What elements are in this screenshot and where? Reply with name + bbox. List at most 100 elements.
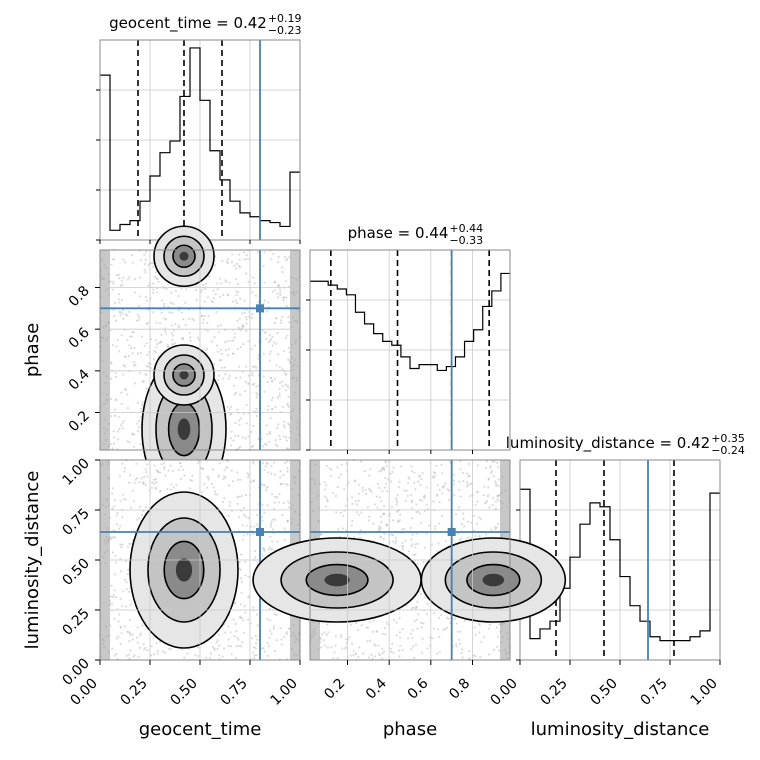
- sample-point: [284, 337, 287, 340]
- sample-point: [218, 277, 221, 280]
- sample-point: [203, 300, 206, 303]
- sample-point: [255, 407, 258, 410]
- sample-point: [351, 519, 354, 523]
- sample-point: [254, 294, 257, 297]
- sample-point: [122, 498, 125, 501]
- sample-point: [391, 642, 394, 645]
- sample-point: [324, 488, 327, 491]
- sample-point: [245, 272, 248, 275]
- sample-point: [286, 334, 289, 337]
- sample-point: [267, 471, 270, 474]
- sample-point: [214, 293, 217, 296]
- sample-point: [270, 399, 273, 402]
- sample-point: [123, 625, 126, 628]
- sample-point: [277, 396, 280, 399]
- sample-point: [444, 540, 447, 543]
- sample-point: [401, 528, 404, 531]
- sample-point: [492, 475, 495, 478]
- sample-point: [245, 322, 248, 325]
- sample-point: [320, 646, 323, 649]
- sample-point: [112, 596, 115, 599]
- sample-point: [273, 473, 276, 476]
- sample-point: [120, 402, 123, 406]
- sample-point: [126, 630, 129, 633]
- sample-point: [213, 336, 216, 339]
- sample-point: [475, 522, 478, 525]
- sample-point: [414, 488, 417, 491]
- sample-point: [164, 474, 167, 477]
- sample-point: [285, 436, 288, 439]
- sample-point: [150, 645, 153, 648]
- sample-point: [235, 278, 238, 281]
- sample-point: [351, 496, 354, 499]
- sample-point: [170, 332, 173, 335]
- sample-point: [357, 492, 360, 495]
- sample-point: [420, 621, 423, 625]
- sample-point: [351, 642, 354, 646]
- sample-point: [202, 283, 205, 286]
- sample-point: [236, 636, 239, 640]
- sample-point: [202, 318, 205, 321]
- sample-point: [126, 440, 129, 443]
- sample-point: [438, 635, 441, 639]
- sample-point: [139, 632, 142, 635]
- sample-point: [212, 289, 215, 292]
- sample-point: [269, 338, 273, 341]
- sample-point: [417, 613, 420, 616]
- sample-point: [138, 646, 142, 649]
- sample-point: [131, 432, 134, 435]
- sample-point: [278, 387, 281, 390]
- sample-point: [237, 434, 240, 438]
- sample-point: [372, 522, 375, 525]
- x-tick-label: 0.50: [167, 676, 200, 709]
- sample-point: [436, 494, 439, 497]
- sample-point: [411, 533, 414, 536]
- sample-point: [177, 309, 180, 312]
- sample-point: [440, 492, 444, 495]
- sample-point: [160, 311, 163, 314]
- sample-point: [287, 346, 290, 349]
- sample-point: [488, 506, 491, 509]
- sample-point: [169, 301, 172, 304]
- sample-point: [494, 528, 497, 531]
- sample-point: [412, 645, 415, 648]
- sample-point: [398, 480, 401, 483]
- sample-point: [124, 388, 127, 391]
- sample-point: [245, 422, 248, 425]
- sample-point: [366, 640, 369, 643]
- sample-point: [345, 462, 348, 465]
- sample-point: [410, 493, 413, 496]
- sample-point: [242, 325, 245, 328]
- sample-point: [410, 538, 413, 541]
- sample-point: [269, 535, 272, 538]
- sample-point: [383, 504, 386, 508]
- sample-point: [369, 468, 372, 471]
- sample-point: [454, 617, 457, 620]
- sample-point: [384, 486, 387, 489]
- diag-title-geocent_time: geocent_time = 0.42: [109, 14, 267, 33]
- sample-point: [114, 319, 117, 323]
- sample-point: [238, 258, 241, 261]
- sample-point: [117, 298, 121, 301]
- sample-point: [111, 487, 114, 490]
- sample-point: [167, 345, 170, 348]
- sample-point: [322, 639, 325, 642]
- sample-point: [273, 461, 276, 464]
- sample-point: [239, 577, 243, 580]
- sample-point: [229, 631, 232, 634]
- sample-point: [414, 546, 417, 549]
- sample-point: [395, 501, 399, 504]
- sample-point: [266, 408, 269, 411]
- sample-point: [155, 342, 159, 346]
- sample-point: [495, 482, 498, 485]
- sample-point: [152, 291, 155, 294]
- sample-point: [189, 336, 192, 339]
- diag-title-sup: +0.44: [449, 222, 483, 235]
- sample-point: [256, 624, 259, 627]
- sample-point: [401, 649, 404, 652]
- sample-point: [271, 548, 274, 551]
- sample-point: [271, 344, 274, 347]
- sample-point: [206, 329, 209, 333]
- sample-point: [283, 538, 286, 541]
- sample-point: [423, 596, 426, 599]
